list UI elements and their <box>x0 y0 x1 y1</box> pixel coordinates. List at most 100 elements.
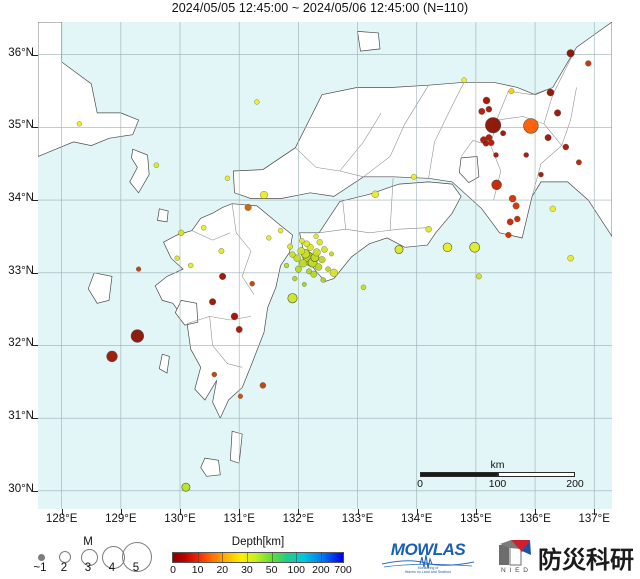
epicenter-marker[interactable] <box>482 140 490 147</box>
epicenter-marker[interactable] <box>318 256 326 264</box>
epicenter-marker[interactable] <box>410 173 417 180</box>
epicenter-marker[interactable] <box>201 225 207 231</box>
epicenter-marker[interactable] <box>505 231 512 239</box>
epicenter-marker[interactable] <box>485 117 502 134</box>
epicenter-marker[interactable] <box>106 350 118 363</box>
nied-acronym: N I E D <box>501 567 529 574</box>
epicenter-marker[interactable] <box>136 266 142 272</box>
epicenter-marker[interactable] <box>178 229 185 236</box>
epicenter-marker[interactable] <box>289 251 296 258</box>
landmass-honshu <box>232 22 612 239</box>
epicenter-marker[interactable] <box>506 218 514 226</box>
epicenter-marker[interactable] <box>394 245 404 254</box>
nied-japanese-name: 防災科研 <box>538 546 634 574</box>
epicenter-marker[interactable] <box>325 266 331 272</box>
epicenter-marker[interactable] <box>544 134 552 141</box>
epicenter-marker[interactable] <box>287 293 298 304</box>
epicenter-marker[interactable] <box>485 106 493 113</box>
epicenter-marker[interactable] <box>218 248 225 254</box>
epicenter-marker[interactable] <box>277 227 284 234</box>
nied-logo[interactable]: N I E D 防災科研 <box>498 538 638 578</box>
epicenter-marker[interactable] <box>566 49 575 58</box>
epicenter-marker[interactable] <box>153 162 160 168</box>
epicenter-marker[interactable] <box>461 77 467 83</box>
epicenter-marker[interactable] <box>211 371 217 378</box>
epicenter-marker[interactable] <box>508 194 517 203</box>
landmass-koshiki <box>158 353 170 374</box>
epicenter-marker[interactable] <box>493 152 499 158</box>
epicenter-marker[interactable] <box>482 96 491 105</box>
epicenter-marker[interactable] <box>567 255 574 262</box>
lon-tick-132 <box>298 509 300 515</box>
epicenter-marker[interactable] <box>292 276 298 282</box>
epicenter-marker[interactable] <box>554 109 562 117</box>
epicenter-marker[interactable] <box>329 251 334 257</box>
epicenter-marker[interactable] <box>491 179 502 191</box>
epicenter-marker[interactable] <box>442 242 453 253</box>
epicenter-marker[interactable] <box>76 121 82 127</box>
epicenter-marker[interactable] <box>293 254 301 262</box>
epicenter-marker[interactable] <box>488 139 495 146</box>
epicenter-marker[interactable] <box>546 88 555 97</box>
epicenter-marker[interactable] <box>301 282 307 287</box>
epicenter-marker[interactable] <box>313 233 319 239</box>
epicenter-marker[interactable] <box>360 284 367 290</box>
epicenter-marker[interactable] <box>329 268 338 277</box>
epicenter-marker[interactable] <box>549 205 556 212</box>
epicenter-marker[interactable] <box>254 99 260 105</box>
epicenter-marker[interactable] <box>514 215 521 223</box>
epicenter-marker[interactable] <box>230 312 239 321</box>
epicenter-marker[interactable] <box>130 329 144 343</box>
mowlas-logo[interactable]: MOWLAS Monitoring of Waves on Land and Se… <box>368 539 488 577</box>
lat-tick-label-32: 32°N <box>8 337 34 350</box>
lon-tick-label-134: 134°E <box>400 513 433 525</box>
epicenter-marker[interactable] <box>478 108 486 115</box>
scale-tick-label-200: 200 <box>566 478 584 490</box>
epicenter-marker[interactable] <box>314 263 323 271</box>
epicenter-marker[interactable] <box>283 262 290 269</box>
epicenter-marker[interactable] <box>321 246 328 253</box>
epicenter-marker[interactable] <box>320 277 326 283</box>
epicenter-marker[interactable] <box>303 240 310 247</box>
epicenter-marker[interactable] <box>476 273 482 280</box>
epicenter-marker[interactable] <box>316 239 323 246</box>
epicenter-marker[interactable] <box>299 238 305 244</box>
epicenter-marker[interactable] <box>371 190 379 198</box>
epicenter-marker[interactable] <box>297 247 306 255</box>
epicenter-marker[interactable] <box>500 130 506 137</box>
epicenter-marker[interactable] <box>237 393 243 399</box>
epicenter-marker[interactable] <box>306 268 312 275</box>
epicenter-marker[interactable] <box>312 248 321 257</box>
epicenter-marker[interactable] <box>469 242 481 253</box>
epicenter-marker[interactable] <box>576 159 582 166</box>
epicenter-marker[interactable] <box>235 326 243 333</box>
epicenter-marker[interactable] <box>523 118 539 134</box>
epicenter-marker[interactable] <box>260 191 268 199</box>
epicenter-marker[interactable] <box>295 265 302 273</box>
epicenter-marker[interactable] <box>224 175 230 181</box>
epicenter-markers[interactable] <box>76 49 592 492</box>
epicenter-marker[interactable] <box>249 281 255 287</box>
epicenter-marker[interactable] <box>538 171 544 178</box>
page-title: 2024/05/05 12:45:00 ~ 2024/05/06 12:45:0… <box>171 1 469 15</box>
epicenter-marker[interactable] <box>266 235 272 241</box>
epicenter-marker[interactable] <box>174 255 180 261</box>
epicenter-marker[interactable] <box>425 226 432 233</box>
epicenter-marker[interactable] <box>512 202 520 210</box>
epicenter-marker[interactable] <box>287 243 293 250</box>
epicenter-marker[interactable] <box>181 482 191 492</box>
epicenter-marker[interactable] <box>259 382 267 389</box>
map-container[interactable] <box>38 22 612 509</box>
epicenter-marker[interactable] <box>310 270 318 278</box>
epicenter-marker[interactable] <box>562 143 569 151</box>
epicenter-marker[interactable] <box>219 272 227 280</box>
epicenter-marker[interactable] <box>585 60 592 67</box>
scale-tick-label-0: 0 <box>417 478 423 490</box>
epicenter-marker[interactable] <box>299 259 308 268</box>
map-canvas[interactable] <box>38 22 612 509</box>
epicenter-marker[interactable] <box>508 88 515 94</box>
epicenter-marker[interactable] <box>209 298 217 306</box>
epicenter-marker[interactable] <box>188 262 194 269</box>
epicenter-marker[interactable] <box>523 152 529 158</box>
epicenter-marker[interactable] <box>244 203 252 211</box>
